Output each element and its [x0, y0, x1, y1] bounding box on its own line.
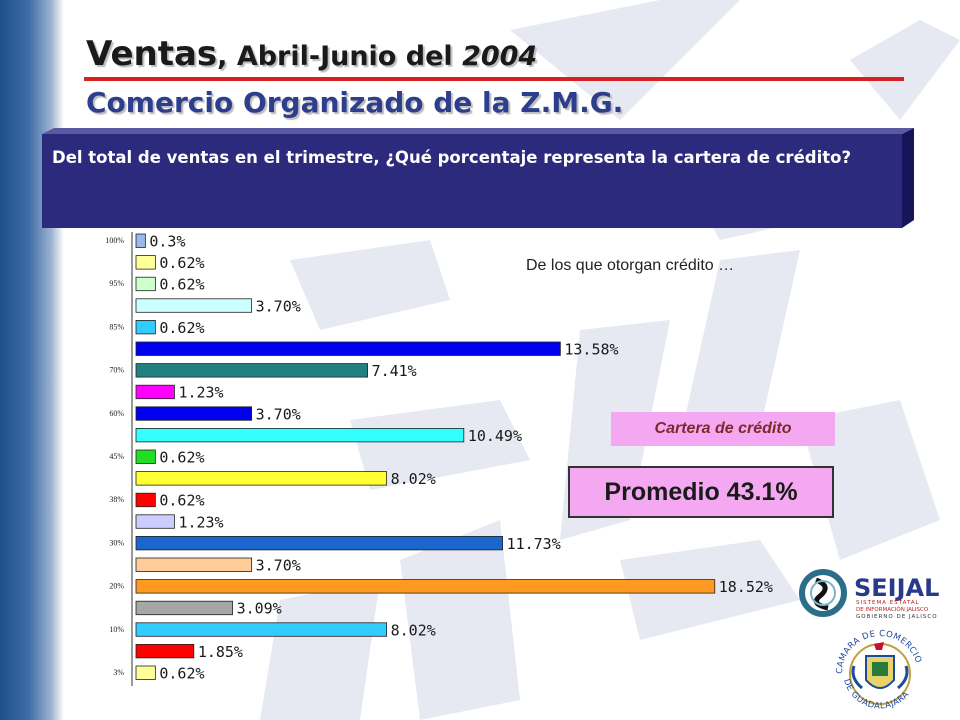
y-tick-label-8: 60%: [109, 409, 124, 418]
seijal-logo: SEIJAL SISTEMA ESTATAL DE INFORMACIÓN JA…: [799, 569, 939, 620]
y-tick-label-0: 100%: [105, 236, 124, 245]
y-tick-label-16: 20%: [109, 582, 124, 591]
y-tick-label-18: 10%: [109, 625, 124, 634]
title-rest: , Abril-Junio del: [217, 41, 463, 72]
bar-value-label-1: 0.62%: [159, 254, 204, 272]
y-tick-label-2: 95%: [109, 279, 124, 288]
bar-17: [135, 600, 233, 616]
bar-6: [135, 363, 368, 378]
bar-3: [135, 298, 253, 313]
chart-note: De los que otorgan crédito …: [526, 257, 735, 274]
bar-19: [135, 643, 195, 659]
bar-13: [135, 514, 175, 529]
question-banner: [42, 128, 914, 228]
seijal-line-1: SISTEMA ESTATAL: [856, 600, 920, 606]
y-tick-label-14: 30%: [109, 538, 124, 547]
bars: [135, 233, 716, 680]
seijal-line-3: GOBIERNO DE JALISCO: [856, 614, 938, 620]
bar-value-label-13: 1.23%: [178, 513, 223, 531]
left-accent-bar: [0, 0, 64, 720]
bar-9: [135, 427, 465, 443]
cartera-label: Cartera de crédito: [611, 412, 835, 446]
bar-16: [135, 579, 716, 594]
bar-value-label-4: 0.62%: [159, 319, 204, 337]
bar-value-labels: 0.3% 0.62% 0.62% 3.70% 0.62% 13.58% 7.41% 1.23%…: [149, 233, 773, 683]
bar-value-label-11: 8.02%: [391, 470, 436, 488]
bar-20: [135, 665, 156, 680]
title-underline: [84, 77, 904, 81]
bar-1: [135, 255, 156, 270]
bar-value-label-16: 18.52%: [719, 578, 773, 596]
bar-12: [135, 492, 156, 508]
bar-value-label-3: 3.70%: [256, 297, 301, 315]
bar-value-label-8: 3.70%: [256, 405, 301, 423]
y-axis-labels: 100% 95% 85% 70% 60% 45% 38% 30% 20% 10% 3%: [105, 236, 124, 677]
bar-value-label-10: 0.62%: [159, 449, 204, 467]
watermark-figure: [260, 0, 960, 720]
page-subtitle: Comercio Organizado de la Z.M.G.: [86, 86, 624, 119]
bar-value-label-18: 8.02%: [391, 621, 436, 639]
bar-10: [135, 449, 156, 464]
question-text: Del total de ventas en el trimestre, ¿Qu…: [52, 148, 852, 167]
bar-value-label-17: 3.09%: [237, 600, 282, 618]
bar-5: [135, 341, 561, 356]
title-main: Ventas: [86, 34, 218, 74]
bar-value-label-0: 0.3%: [149, 233, 185, 251]
camara-comercio-logo: CAMARA DE COMERCIO DE GUADALAJARA: [835, 629, 923, 712]
promedio-box: Promedio 43.1%: [568, 466, 834, 518]
bar-0: [135, 233, 146, 248]
bar-value-label-15: 3.70%: [256, 557, 301, 575]
bar-value-label-9: 10.49%: [468, 427, 522, 445]
bar-4: [135, 320, 156, 335]
y-tick-label-10: 45%: [109, 452, 124, 461]
bar-value-label-14: 11.73%: [507, 535, 561, 553]
bar-value-label-7: 1.23%: [178, 384, 223, 402]
bar-7: [135, 384, 175, 400]
bar-18: [135, 622, 388, 637]
bar-value-label-5: 13.58%: [564, 341, 618, 359]
bar-2: [135, 276, 156, 292]
y-tick-label-20: 3%: [113, 668, 124, 677]
bar-value-label-6: 7.41%: [372, 362, 417, 380]
bar-value-label-19: 1.85%: [198, 643, 243, 661]
y-tick-label-4: 85%: [109, 322, 124, 331]
bar-11: [135, 471, 388, 486]
bar-8: [135, 406, 253, 421]
bar-15: [135, 557, 253, 572]
bar-14: [135, 535, 503, 551]
bar-value-label-2: 0.62%: [159, 276, 204, 294]
bar-value-label-20: 0.62%: [159, 665, 204, 683]
bar-value-label-12: 0.62%: [159, 492, 204, 510]
seijal-wordmark: SEIJAL: [854, 574, 939, 602]
bar-chart: 100%95%85%70%60%45%38%30%20%10%3% 0.3%0.…: [105, 232, 773, 686]
y-tick-label-6: 70%: [109, 366, 124, 375]
page-title: Ventas, Abril-Junio del 2004: [86, 34, 537, 74]
title-year: 2004: [462, 41, 538, 72]
seijal-line-2: DE INFORMACIÓN JALISCO: [856, 606, 929, 613]
y-tick-label-12: 38%: [109, 495, 124, 504]
